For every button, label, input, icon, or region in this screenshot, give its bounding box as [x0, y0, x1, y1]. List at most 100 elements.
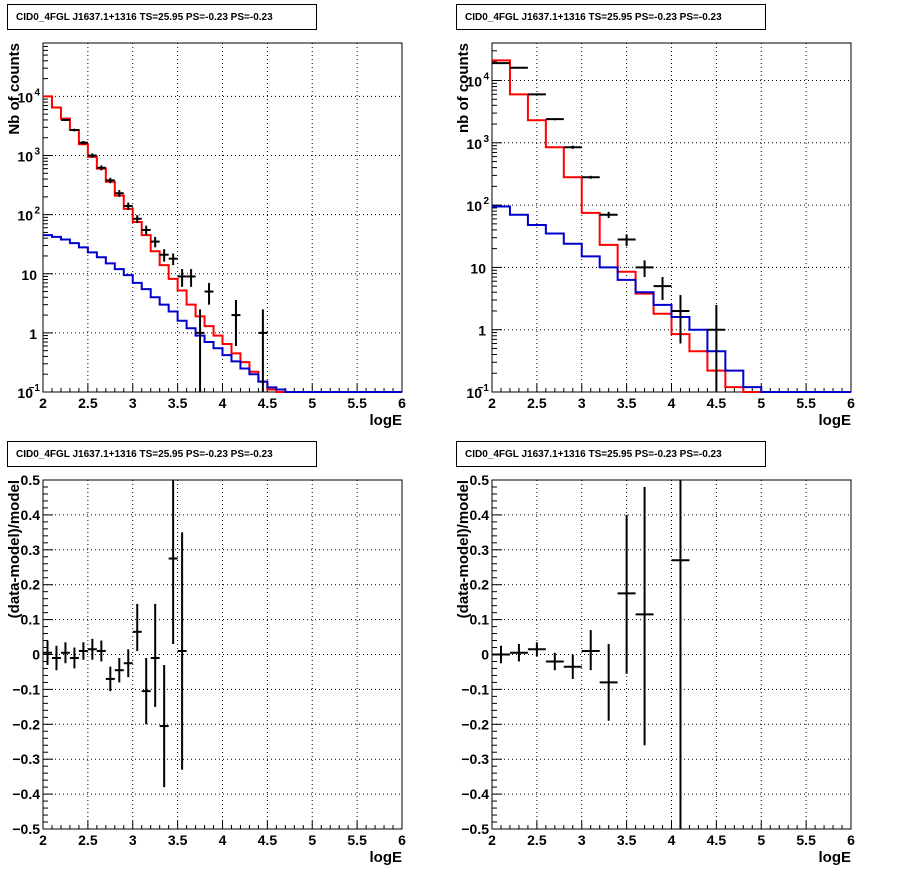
panel-title: CID0_4FGL J1637.1+1316 TS=25.95 PS=-0.23… — [7, 441, 317, 467]
x-tick-label: 6 — [847, 832, 855, 848]
data-points — [492, 480, 690, 829]
model-histogram-series-2 — [492, 205, 851, 393]
x-tick-label: 5.5 — [796, 832, 816, 848]
y-tick-label: 10 — [470, 260, 486, 276]
panel-title: CID0_4FGL J1637.1+1316 TS=25.95 PS=-0.23… — [456, 4, 766, 30]
x-tick-label: 5.5 — [347, 395, 367, 411]
x-tick-label: 5 — [308, 395, 316, 411]
x-tick-label: 4.5 — [258, 832, 278, 848]
data-points — [43, 480, 187, 788]
y-tick-label: −0.2 — [12, 716, 40, 732]
y-tick-label: −0.5 — [12, 821, 40, 837]
x-tick-label: 4.5 — [707, 395, 727, 411]
chart-panel-4: 2 2.5 3 3.5 4 4.5 5 5.5 6logE−0.5−0.4−0.3−0.2−0.… — [455, 472, 855, 866]
x-tick-label: 2.5 — [527, 832, 547, 848]
x-axis-label: logE — [819, 412, 852, 429]
x-tick-label: 5.5 — [796, 395, 816, 411]
y-tick-label-exponent: −1 — [478, 383, 490, 394]
x-tick-label: 3.5 — [617, 832, 637, 848]
x-tick-label: 4.5 — [707, 832, 727, 848]
x-tick-label: 3.5 — [168, 395, 188, 411]
x-axis: 2 2.5 3 3.5 4 4.5 5 5.5 6 — [39, 821, 406, 848]
x-tick-label: 3 — [578, 832, 586, 848]
y-tick-label: −0.2 — [461, 716, 489, 732]
y-tick-label: 0.5 — [21, 472, 41, 488]
x-axis: 2 2.5 3 3.5 4 4.5 5 5.5 6 — [488, 821, 855, 848]
x-tick-label: 4 — [219, 832, 227, 848]
y-tick-label: 0.1 — [21, 612, 41, 628]
y-tick-label: 10 — [466, 385, 482, 401]
y-tick-label-exponent: 4 — [34, 87, 40, 98]
y-tick-label: −0.4 — [12, 786, 40, 802]
y-tick-label: 0 — [32, 647, 40, 663]
x-tick-label: 2 — [488, 395, 496, 411]
panel-title: CID0_4FGL J1637.1+1316 TS=25.95 PS=-0.23… — [7, 4, 317, 30]
x-tick-label: 3 — [129, 832, 137, 848]
x-tick-label: 3 — [578, 395, 586, 411]
y-tick-label: 10 — [17, 208, 33, 224]
x-tick-label: 5 — [757, 395, 765, 411]
y-tick-label-exponent: 2 — [34, 206, 40, 217]
x-tick-label: 2.5 — [527, 395, 547, 411]
y-tick-label: 0.2 — [470, 577, 490, 593]
y-tick-label-exponent: 3 — [483, 134, 489, 145]
y-axis-label: Nb of counts — [6, 43, 23, 135]
y-tick-label: 10 — [466, 198, 482, 214]
x-axis: 2 2.5 3 3.5 4 4.5 5 5.5 6 — [39, 384, 406, 411]
y-tick-label: 10 — [17, 149, 33, 165]
chart-panel-3: 2 2.5 3 3.5 4 4.5 5 5.5 6logE−0.5−0.4−0.3−0.2−0.… — [6, 472, 406, 866]
x-tick-label: 3.5 — [617, 395, 637, 411]
x-axis-label: logE — [370, 412, 403, 429]
x-tick-label: 2 — [488, 832, 496, 848]
x-tick-label: 3 — [129, 395, 137, 411]
grid — [43, 480, 402, 829]
y-tick-label: 10 — [466, 136, 482, 152]
model-histogram-series-2 — [43, 234, 402, 393]
x-tick-label: 2 — [39, 832, 47, 848]
x-tick-label: 4.5 — [258, 395, 278, 411]
y-axis: −0.5 −0.4 −0.3 −0.2 −0.1 0 0.1 0.2 0.3 0.4 0.5 — [12, 472, 53, 837]
grid — [492, 43, 851, 392]
y-axis-label: nb of counts — [455, 43, 472, 133]
x-tick-label: 2.5 — [78, 832, 98, 848]
x-tick-label: 4 — [668, 832, 676, 848]
panel-title: CID0_4FGL J1637.1+1316 TS=25.95 PS=-0.23… — [456, 441, 766, 467]
x-tick-label: 6 — [398, 832, 406, 848]
y-tick-label: −0.3 — [461, 751, 489, 767]
y-tick-label-exponent: 4 — [483, 72, 489, 83]
grid — [492, 480, 851, 829]
y-tick-label: −0.1 — [12, 681, 40, 697]
y-tick-label: 0.3 — [470, 542, 490, 558]
x-axis: 2 2.5 3 3.5 4 4.5 5 5.5 6 — [488, 384, 855, 411]
y-tick-label: 10 — [17, 89, 33, 105]
y-tick-label: 0.5 — [470, 472, 490, 488]
y-tick-label: 10 — [21, 267, 37, 283]
x-tick-label: 5.5 — [347, 832, 367, 848]
y-tick-label: 1 — [29, 326, 37, 342]
y-tick-label-exponent: 3 — [34, 147, 40, 158]
y-tick-label: 10 — [466, 74, 482, 90]
x-tick-label: 4 — [668, 395, 676, 411]
x-tick-label: 5 — [308, 832, 316, 848]
x-tick-label: 6 — [847, 395, 855, 411]
y-axis: −0.5 −0.4 −0.3 −0.2 −0.1 0 0.1 0.2 0.3 0.4 0.5 — [461, 472, 502, 837]
data-points — [492, 62, 726, 392]
y-tick-label-exponent: 2 — [483, 196, 489, 207]
x-axis-label: logE — [819, 849, 852, 866]
y-tick-label: −0.5 — [461, 821, 489, 837]
x-tick-label: 4 — [219, 395, 227, 411]
y-tick-label-exponent: −1 — [29, 383, 41, 394]
data-points — [60, 118, 268, 392]
x-tick-label: 2.5 — [78, 395, 98, 411]
y-tick-label: 0.1 — [470, 612, 490, 628]
x-tick-label: 6 — [398, 395, 406, 411]
y-tick-label: 0 — [481, 647, 489, 663]
y-tick-label: −0.3 — [12, 751, 40, 767]
y-tick-label: −0.4 — [461, 786, 489, 802]
x-tick-label: 3.5 — [168, 832, 188, 848]
